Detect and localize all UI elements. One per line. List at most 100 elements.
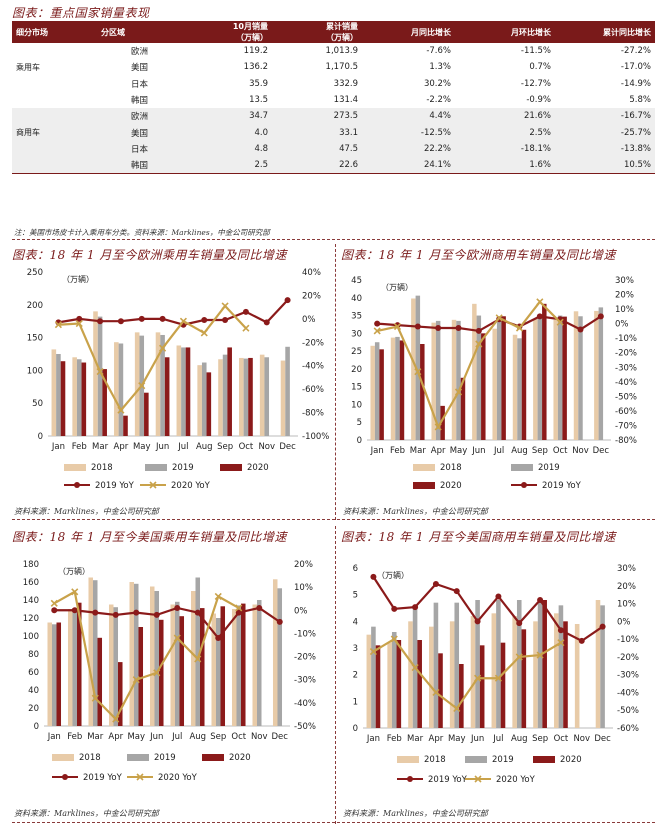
bar-2020 [375, 645, 381, 728]
legend-swatch [465, 756, 487, 763]
bar-2019 [517, 338, 522, 440]
bar-2020 [460, 377, 466, 440]
value-cell: 22.6 [272, 157, 362, 175]
bar-2020 [179, 616, 185, 726]
bar-2018 [176, 345, 182, 436]
point-2020-YoY [112, 715, 120, 723]
chart-europe-passenger: （万辆） 0 50 100 150 200 250 -100% -80% -60% -40% -20%… [27, 268, 330, 491]
point-2020-YoY [474, 674, 482, 682]
bar-2020 [500, 642, 506, 728]
bar-2018 [387, 642, 392, 728]
col-header: 细分市场 [12, 21, 97, 43]
point-2019-YoY [455, 325, 462, 331]
bar-2020 [379, 349, 384, 440]
bar-2019 [415, 295, 421, 440]
value-cell: -14.9% [555, 75, 655, 92]
bar-2020 [501, 316, 506, 440]
bar-2020 [206, 372, 212, 436]
bar-2018 [431, 322, 436, 440]
point-2020-YoY [50, 599, 58, 607]
divider [12, 239, 655, 240]
point-2019-YoY [194, 609, 201, 616]
value-cell: -25.7% [555, 124, 655, 141]
legend-label: 2018 [91, 463, 113, 473]
bar-2018 [408, 621, 413, 728]
bar-2020 [81, 362, 87, 436]
point-2019-YoY [577, 326, 584, 333]
y2-tick-label: 10% [615, 305, 634, 315]
bar-2019 [133, 583, 139, 726]
bar-2019 [92, 580, 98, 726]
x-tick-label: Jan [370, 446, 384, 456]
y-tick-label: 60 [28, 668, 39, 678]
y-tick-label: 50 [32, 399, 43, 409]
point-2020-YoY [453, 704, 461, 713]
legend-marker [474, 775, 482, 783]
y2-tick-label: 30% [615, 276, 634, 286]
value-cell: 4.4% [362, 108, 455, 125]
y-tick-label: 0 [353, 724, 358, 734]
bar-2020 [102, 369, 107, 436]
value-cell: 1.6% [455, 157, 555, 175]
bar-2020 [396, 640, 402, 728]
bar-2019 [236, 605, 242, 726]
point-2020-YoY [536, 651, 544, 659]
bar-2019 [537, 317, 543, 440]
bar-2019 [113, 607, 119, 726]
y-tick-label: 6 [353, 564, 358, 574]
bar-2018 [554, 613, 559, 728]
bar-2019 [256, 600, 262, 726]
x-tick-label: Apr [431, 446, 446, 456]
bar-2020 [144, 392, 149, 436]
point-2020-YoY [369, 647, 377, 656]
bar-2018 [231, 609, 237, 726]
bar-2018 [93, 311, 98, 436]
x-tick-label: Jun [471, 446, 485, 456]
legend-label: 2020 YoY [171, 481, 211, 491]
legend-marker [149, 481, 157, 489]
x-tick-label: Jun [149, 732, 163, 742]
bar-2018 [512, 616, 517, 728]
bar-2018 [492, 328, 497, 440]
bar-2019 [277, 588, 283, 726]
x-tick-label: Aug [511, 446, 528, 456]
table-row: 韩国 2.5 22.6 24.1% 1.6% 10.5% [12, 157, 655, 175]
bar-2020 [248, 357, 253, 436]
legend-label: 2018 [79, 753, 101, 763]
bar-2018 [553, 319, 558, 440]
point-2020-YoY [75, 319, 83, 328]
bar-2019 [475, 600, 480, 728]
source-note: 资料来源：Marklines，中金公司研究部 [343, 809, 488, 818]
y2-tick-label: 0% [302, 315, 316, 325]
y2-tick-label: -40% [615, 378, 637, 388]
col-header: 月环比增长 [455, 21, 555, 43]
bar-2018 [280, 360, 286, 436]
point-2019-YoY [276, 618, 283, 625]
line-2019-YoY [58, 299, 289, 326]
y-tick-label: 80 [28, 650, 39, 660]
point-2020-YoY [138, 382, 146, 390]
point-2020-YoY [411, 663, 419, 672]
line-2020-YoY [53, 590, 240, 721]
legend-label: 2018 [424, 755, 446, 765]
value-cell: 2.5 [182, 157, 272, 175]
value-cell: 4.0 [182, 124, 272, 141]
y-tick-label: 10 [351, 400, 362, 410]
col-header-line2: （万辆） [326, 33, 358, 42]
y2-tick-label: -80% [302, 409, 324, 419]
bar-2018 [272, 579, 278, 726]
value-cell: -17.0% [555, 59, 655, 76]
x-tick-label: Nov [573, 734, 590, 744]
bar-2019 [285, 346, 290, 436]
x-tick-label: Jun [470, 734, 484, 744]
value-cell: 131.4 [272, 91, 362, 109]
col-header-line2: （万辆） [236, 33, 268, 42]
bar-2018 [449, 621, 455, 728]
bar-2018 [491, 613, 497, 728]
y2-tick-label: -30% [615, 363, 637, 373]
y2-tick-label: 40% [302, 268, 321, 278]
point-2019-YoY [536, 313, 543, 320]
point-2020-YoY [434, 423, 442, 431]
bar-2018 [218, 359, 223, 436]
point-2019-YoY [599, 623, 606, 630]
